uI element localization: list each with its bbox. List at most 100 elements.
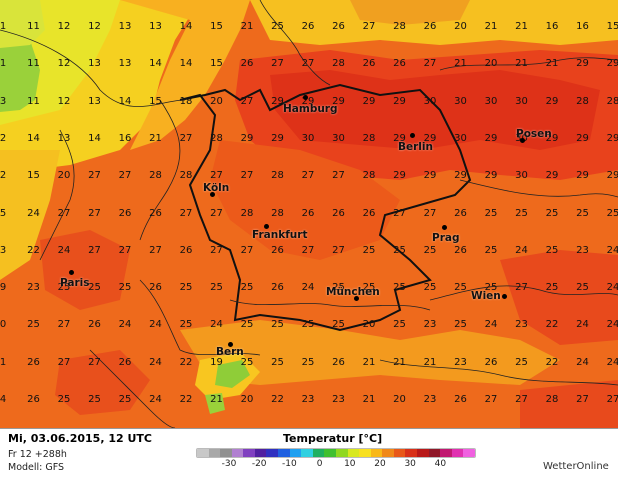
grid-value: 27 (484, 394, 498, 405)
grid-value: 25 (484, 282, 498, 294)
grid-value: 29 (484, 170, 498, 182)
scale-swatch (278, 449, 290, 457)
city-label: Prag (432, 232, 460, 244)
grid-value: 25 (210, 282, 223, 294)
grid-value: 24 (57, 244, 71, 256)
grid-value: 26 (484, 356, 498, 368)
scale-swatch (254, 449, 267, 457)
grid-value: 23 (454, 356, 467, 368)
scale-tick-label: -20 (251, 459, 267, 469)
grid-value: 30 (454, 95, 467, 107)
forecast-date: Mi, 03.06.2015, 12 UTC (8, 432, 152, 445)
scale-swatch (197, 449, 209, 457)
city-label: Posen (516, 128, 552, 140)
grid-value: 23 (576, 244, 589, 256)
temperature-map: 1 11 12 12 13 13 14 15 21 25 26 26 27 28 26 20 21 21 16 16 1… (0, 0, 618, 429)
grid-value: 29 (576, 170, 589, 182)
grid-value: 26 (27, 394, 40, 405)
scale-swatch (428, 449, 441, 457)
grid-value: 0 (0, 319, 7, 331)
grid-value: 26 (149, 282, 162, 294)
grid-value: 15 (210, 21, 223, 32)
scale-swatch (393, 449, 406, 457)
city-marker (354, 296, 359, 301)
grid-value: 25 (88, 282, 101, 294)
grid-value: 13 (118, 21, 132, 32)
grid-value: 26 (332, 356, 345, 368)
grid-value: 24 (484, 319, 498, 331)
scale-tick-label: 0 (316, 459, 323, 469)
grid-value: 27 (576, 394, 589, 405)
grid-value: 26 (454, 207, 467, 219)
grid-value: 14 (27, 132, 40, 144)
city-marker (502, 294, 507, 299)
grid-value: 29 (423, 170, 437, 182)
grid-value: 27 (515, 394, 528, 405)
grid-value: 2 (0, 132, 7, 144)
grid-value: 20 (484, 58, 498, 70)
grid-value: 26 (362, 207, 376, 219)
grid-value: 28 (545, 394, 559, 405)
city-marker (228, 342, 233, 347)
grid-value: 13 (57, 132, 71, 144)
scale-swatch (416, 449, 429, 457)
scale-swatch (231, 449, 244, 457)
grid-value: 25 (454, 319, 467, 331)
grid-value: 12 (88, 21, 101, 32)
grid-value: 27 (240, 170, 254, 182)
grid-value: 29 (301, 95, 315, 107)
grid-value: 27 (606, 394, 618, 405)
grid-value: 25 (515, 356, 528, 368)
grid-value: 25 (362, 282, 376, 294)
city-marker (410, 133, 415, 138)
grid-value: 27 (88, 356, 101, 368)
grid-value: 30 (301, 132, 315, 144)
scale-tick-label: 40 (434, 459, 447, 469)
grid-value: 25 (423, 244, 437, 256)
scale-swatch (266, 449, 279, 457)
grid-value: 25 (515, 207, 528, 219)
grid-value: 26 (27, 356, 40, 368)
grid-value: 24 (118, 319, 132, 331)
grid-value: 27 (240, 95, 254, 107)
grid-value: 25 (362, 244, 376, 256)
grid-value: 21 (362, 394, 376, 405)
city-marker (520, 138, 525, 143)
scale-swatch (301, 449, 313, 457)
scale-tick-label: 10 (344, 459, 356, 469)
grid-value: 25 (576, 282, 589, 294)
grid-value: 25 (118, 394, 132, 405)
grid-value: 22 (545, 356, 559, 368)
scale-swatch (289, 449, 302, 457)
grid-value: 27 (271, 58, 284, 70)
grid-value: 11 (27, 21, 40, 32)
grid-value: 27 (149, 244, 162, 256)
grid-value: 20 (57, 170, 71, 182)
grid-value: 29 (362, 95, 376, 107)
grid-value: 30 (332, 132, 345, 144)
grid-value: 24 (149, 356, 162, 368)
grid-value: 2 (0, 170, 7, 182)
grid-value: 26 (271, 282, 284, 294)
grid-value: 29 (606, 58, 618, 70)
scale-tick-label: -30 (221, 459, 237, 469)
grid-value: 5 (0, 207, 7, 219)
grid-value: 4 (0, 394, 7, 405)
grid-value: 24 (301, 282, 315, 294)
grid-value: 29 (423, 132, 437, 144)
grid-value: 29 (576, 132, 589, 144)
grid-value: 21 (484, 21, 498, 32)
grid-value: 27 (210, 170, 223, 182)
grid-value: 29 (606, 170, 618, 182)
grid-value: 28 (210, 132, 223, 144)
grid-value: 13 (149, 21, 162, 32)
grid-value: 23 (515, 319, 528, 331)
grid-value: 27 (332, 244, 345, 256)
city-label: Berlin (398, 141, 433, 153)
grid-value: 27 (423, 207, 437, 219)
grid-value: 12 (57, 21, 71, 32)
grid-value: 15 (27, 170, 40, 182)
grid-value: 27 (301, 170, 315, 182)
grid-value: 27 (88, 244, 101, 256)
grid-value: 23 (423, 319, 437, 331)
